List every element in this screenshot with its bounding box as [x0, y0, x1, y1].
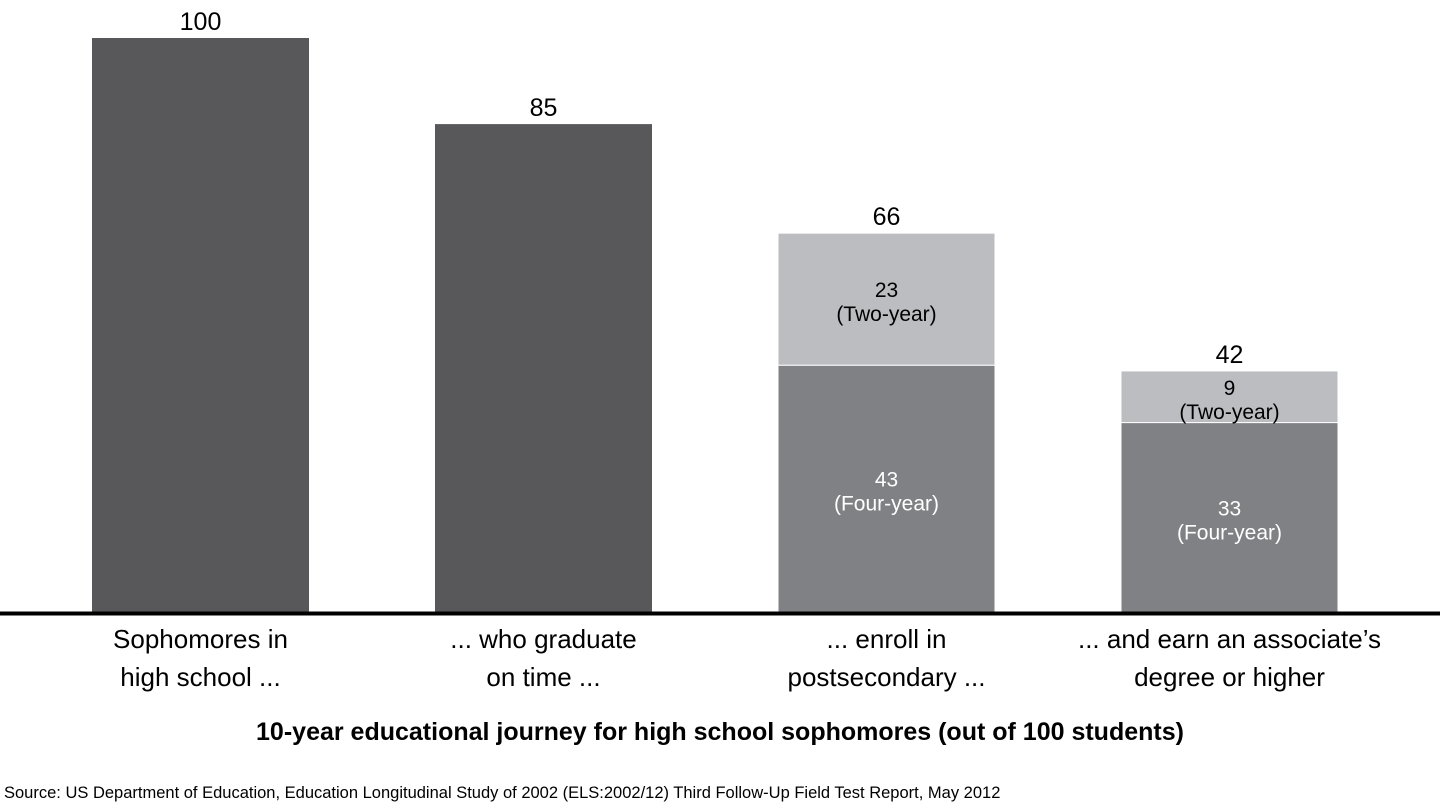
category-label: Sophomores in — [113, 624, 288, 654]
category-label: ... who graduate — [450, 624, 636, 654]
segment-type-label: (Four-year) — [1177, 521, 1282, 544]
bar-total-label: 85 — [530, 94, 558, 122]
category-label: ... and earn an associate’s — [1078, 624, 1381, 654]
bar-total-label: 66 — [873, 203, 901, 231]
bar-segment-two-year — [777, 232, 996, 366]
bar-total-label: 42 — [1216, 341, 1244, 369]
category-label: on time ... — [486, 662, 600, 692]
category-label: ... enroll in — [827, 624, 947, 654]
segment-type-label: (Two-year) — [1179, 401, 1279, 424]
bar — [435, 124, 652, 612]
bar-total-label: 100 — [180, 8, 222, 36]
segment-value-label: 9 — [1224, 377, 1236, 400]
bar — [92, 38, 309, 612]
category-label: high school ... — [120, 662, 280, 692]
bar-segment-two-year — [1120, 370, 1339, 424]
segment-value-label: 43 — [875, 469, 898, 492]
segment-type-label: (Four-year) — [834, 493, 939, 516]
segment-value-label: 23 — [875, 279, 898, 302]
chart-title: 10-year educational journey for high sch… — [256, 718, 1184, 746]
segment-type-label: (Two-year) — [836, 303, 936, 326]
segment-value-label: 33 — [1218, 497, 1241, 520]
category-label: degree or higher — [1134, 662, 1325, 692]
source-note: Source: US Department of Education, Educ… — [4, 784, 1001, 802]
bar-segment-four-year — [777, 364, 996, 613]
category-label: postsecondary ... — [788, 662, 986, 692]
